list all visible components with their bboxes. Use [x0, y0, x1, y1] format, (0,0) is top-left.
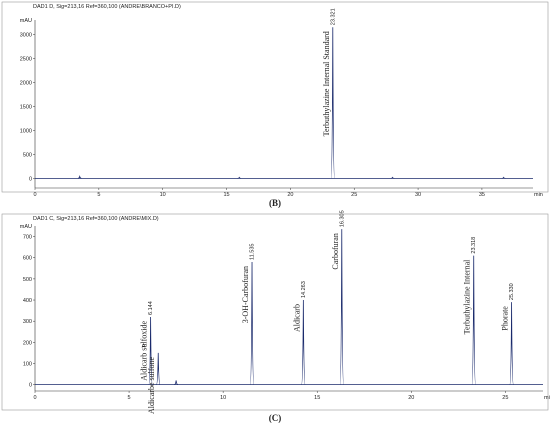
x-tick-label: 15	[314, 395, 320, 401]
peak-name: Terbuthylazine Internal	[463, 259, 472, 335]
peak-name: Terbuthylazine Internal Standard	[322, 31, 331, 136]
y-tick-label: 300	[23, 319, 32, 325]
x-tick-label: 0	[33, 192, 36, 198]
y-tick-label: 100	[23, 362, 32, 368]
y-tick-label: 500	[23, 152, 32, 158]
peak	[471, 255, 476, 386]
peak	[77, 174, 82, 179]
x-tick-label: 25	[502, 395, 508, 401]
x-tick-label: 35	[479, 192, 485, 198]
peak	[237, 176, 242, 179]
x-axis-label: min	[544, 395, 550, 401]
y-tick-label: 2000	[20, 80, 32, 86]
x-tick-label: 5	[97, 192, 100, 198]
peak	[148, 316, 153, 386]
peak	[509, 302, 514, 386]
x-tick-label: 5	[128, 395, 131, 401]
peak-name: Carbofuran	[331, 233, 340, 269]
retention-time-label: 23.318	[471, 237, 477, 254]
x-tick-label: 25	[351, 192, 357, 198]
retention-time-label: 16.305	[339, 210, 345, 227]
x-tick-label: 0	[33, 395, 36, 401]
retention-time-label: 14.263	[301, 281, 307, 298]
peak	[156, 352, 161, 386]
peak	[339, 229, 344, 386]
y-tick-label: 700	[23, 235, 32, 241]
y-tick-label: 600	[23, 256, 32, 262]
y-tick-label: 500	[23, 277, 32, 283]
peak	[330, 27, 335, 179]
peak	[174, 380, 178, 386]
peak-name: Aldicarb	[292, 304, 301, 332]
peak-name: Aldicarbe sulfone	[147, 356, 156, 414]
y-tick-label: 3000	[20, 32, 32, 38]
x-tick-label: 10	[160, 192, 166, 198]
x-tick-label: 20	[287, 192, 293, 198]
caption: (C)	[269, 413, 282, 423]
peak-name: Phorate	[501, 306, 510, 331]
y-tick-label: 0	[29, 176, 32, 182]
x-tick-label: 10	[220, 395, 226, 401]
x-axis-label: min	[534, 192, 543, 198]
panel-frame	[1, 1, 549, 193]
peak	[301, 300, 306, 386]
y-tick-label: 2500	[20, 56, 32, 62]
panel-header: DAD1 D, Sig=213,16 Ref=360,100 (ANDRE\BR…	[33, 4, 181, 10]
peak	[249, 261, 255, 386]
retention-time-label: 6.144	[148, 301, 154, 315]
x-tick-label: 20	[408, 395, 414, 401]
peak-name: 3-OH-Carbofuran	[241, 266, 250, 323]
retention-time-label: 25.330	[509, 283, 515, 300]
peak-marker: A	[142, 343, 146, 349]
peak	[390, 176, 395, 179]
peak-name: Aldicarb sulfoxide	[140, 321, 149, 381]
y-tick-label: 0	[29, 383, 32, 389]
panel-header: DAD1 C, Sig=213,16 Ref=360,100 (ANDRE\MI…	[33, 216, 159, 222]
caption: (B)	[269, 198, 281, 208]
retention-time-label: 23.321	[330, 8, 336, 25]
y-axis-label: mAU	[20, 18, 32, 24]
y-tick-label: 400	[23, 298, 32, 304]
y-tick-label: 1500	[20, 104, 32, 110]
y-tick-label: 200	[23, 340, 32, 346]
peak	[501, 176, 506, 179]
y-tick-label: 1000	[20, 128, 32, 134]
x-tick-label: 15	[223, 192, 229, 198]
y-axis-label: mAU	[20, 224, 32, 230]
retention-time-label: 11.535	[250, 244, 256, 260]
panel-frame	[1, 213, 549, 411]
x-tick-label: 30	[415, 192, 421, 198]
